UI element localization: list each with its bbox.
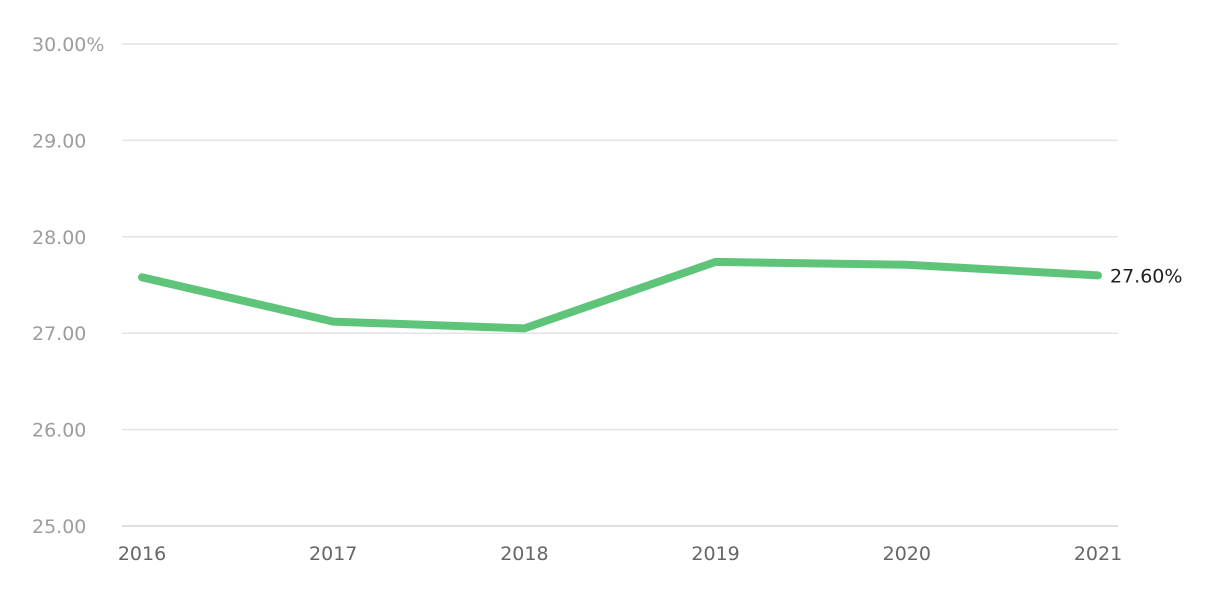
data-point [714,260,717,263]
data-point [332,320,335,323]
data-labels: 27.60% [1110,265,1182,287]
data-point [905,263,908,266]
y-tick-label: 29.00 [32,130,86,152]
y-tick-label: 28.00 [32,227,86,249]
data-point [141,276,143,279]
y-tick-label: 27.00 [32,323,86,345]
data-point [523,327,526,330]
x-tick-label: 2019 [691,543,739,565]
x-axis: 2016 2017 2018 2019 2020 2021 [118,543,1122,565]
x-tick-label: 2016 [118,543,166,565]
end-value-label: 27.60% [1110,265,1182,287]
series-line [138,257,1102,333]
data-point [1097,274,1099,277]
x-tick-label: 2020 [883,543,931,565]
gridlines [122,43,1118,527]
x-tick-label: 2017 [309,543,357,565]
series-layer [138,257,1102,333]
y-axis: 30.00% 29.00 28.00 27.00 26.00 25.00 [32,34,104,538]
y-tick-label: 25.00 [32,516,86,538]
y-tick-label: 26.00 [32,420,86,442]
y-tick-label: 30.00% [32,34,104,56]
x-tick-label: 2018 [500,543,548,565]
x-tick-label: 2021 [1074,543,1122,565]
